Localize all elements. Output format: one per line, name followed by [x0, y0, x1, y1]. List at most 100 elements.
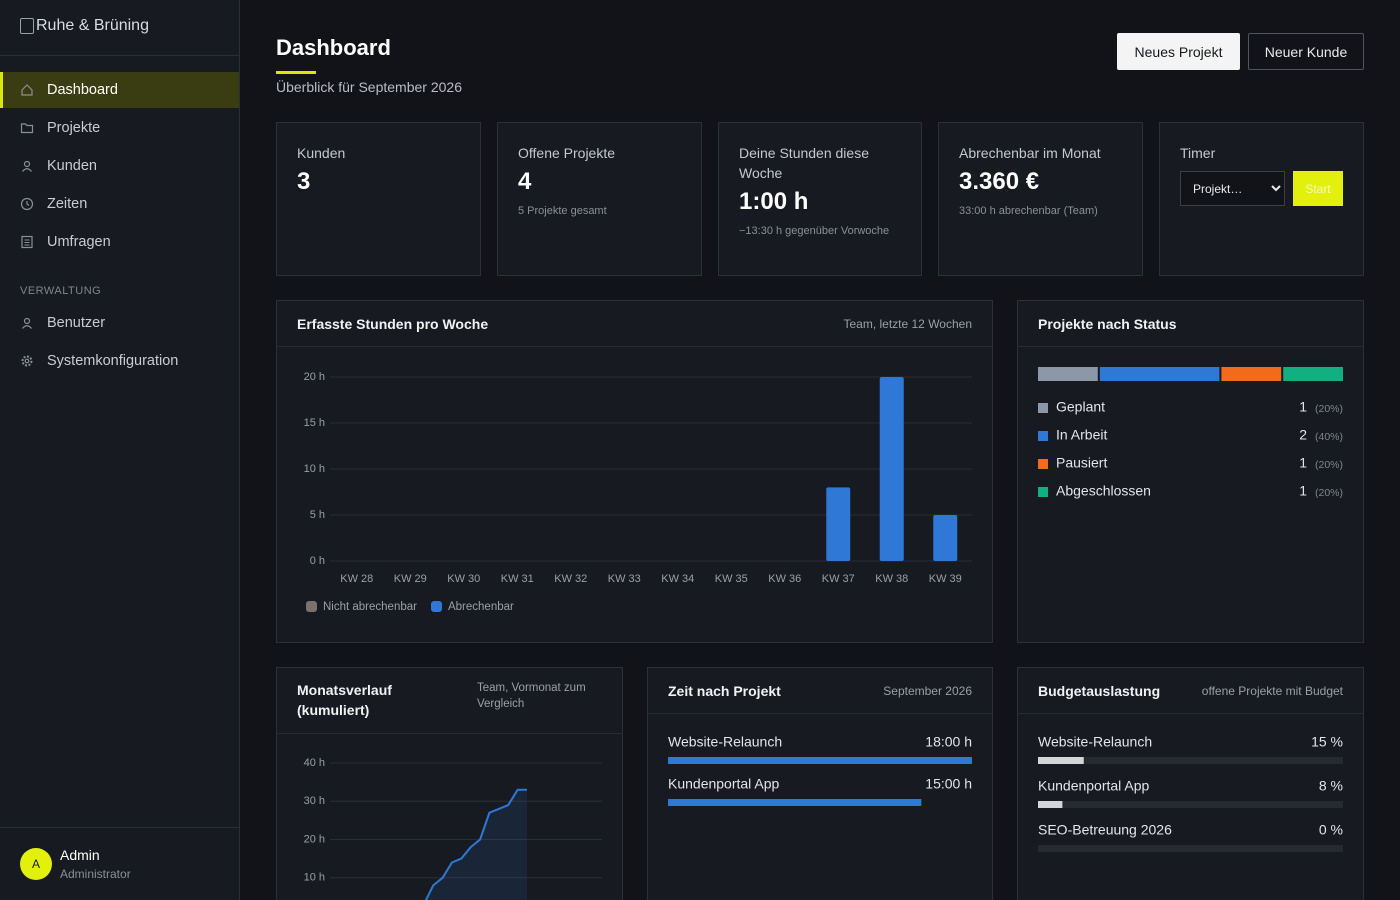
x-tick-label: KW 38 — [875, 573, 908, 585]
progress-track — [1038, 757, 1343, 764]
project-hours: 18:00 h — [925, 734, 972, 750]
panel-title: Monatsverlauf (kumuliert) — [297, 682, 392, 718]
nav-item[interactable]: Kunden — [0, 148, 239, 184]
legend-swatch — [1038, 403, 1048, 413]
status-label: Abgeschlossen — [1056, 483, 1151, 499]
panel: Projekte nach Status — [1017, 300, 1364, 643]
status-count: 1 — [1299, 399, 1307, 415]
nav-label: Kunden — [47, 158, 97, 174]
avatar[interactable]: A — [20, 848, 52, 880]
y-tick-label: 20 h — [304, 371, 325, 383]
status-count: 1 — [1299, 483, 1307, 499]
icon — [20, 197, 34, 211]
status-segment — [1038, 367, 1098, 381]
stat-label: Kunden — [297, 145, 346, 161]
budget-percent: 8 % — [1319, 778, 1343, 794]
panel: Erfasste Stunden pro Woche Team, letzte … — [276, 300, 993, 643]
y-tick-label: 0 h — [310, 555, 325, 567]
legend-swatch — [1038, 459, 1048, 469]
stat-note: 5 Projekte gesamt — [518, 205, 607, 217]
panel-header: Budgetauslastung offene Projekte mit Bud… — [1018, 668, 1363, 714]
status-share: (40%) — [1315, 431, 1343, 443]
stat-value: 4 — [518, 168, 532, 195]
nav-item[interactable]: Benutzer — [0, 305, 239, 341]
y-tick-label: 20 h — [304, 833, 325, 845]
button[interactable]: Neuer Kunde — [1248, 33, 1364, 70]
area — [426, 789, 527, 900]
stat-card: Deine Stunden diese Woche 1:00 h −13:30 … — [718, 122, 922, 276]
x-tick-label: KW 30 — [447, 573, 480, 585]
project-hours: 15:00 h — [925, 776, 972, 792]
status-segment — [1221, 367, 1282, 381]
stat-note: 33:00 h abrechenbar (Team) — [959, 205, 1098, 217]
divider — [0, 55, 239, 56]
legend-label: Abrechenbar — [448, 601, 514, 613]
user-name: Admin — [60, 847, 100, 863]
bar-segment — [879, 377, 904, 561]
nav-item[interactable]: Systemkonfiguration — [0, 343, 239, 379]
stat-value: 3 — [297, 168, 311, 195]
status-segment — [1283, 367, 1343, 381]
nav-item[interactable]: Zeiten — [0, 186, 239, 222]
x-tick-label: KW 37 — [822, 573, 855, 585]
stat-card: Kunden 3 — [276, 122, 481, 276]
x-tick-label: KW 39 — [929, 573, 962, 585]
panel: Zeit nach Projekt September 2026 — [647, 667, 993, 900]
budget-name: Website-Relaunch — [1038, 734, 1152, 750]
bar-segment — [826, 487, 851, 561]
stat-card: Abrechenbar im Monat 3.360 € 33:00 h abr… — [938, 122, 1143, 276]
x-tick-label: KW 31 — [501, 573, 534, 585]
icon — [21, 235, 33, 249]
icon — [21, 84, 33, 96]
legend-label: Nicht abrechenbar — [323, 601, 417, 613]
stat-label: Abrechenbar im Monat — [959, 145, 1101, 161]
sidebar: Ruhe & Brüning Dashboard Projekte Kunden… — [0, 0, 240, 900]
panel-subtitle: offene Projekte mit Budget — [1201, 683, 1343, 698]
legend-swatch — [1038, 431, 1048, 441]
x-tick-label: KW 34 — [661, 573, 694, 585]
panel-subtitle: Team, letzte 12 Wochen — [843, 316, 972, 331]
y-tick-label: 5 h — [310, 509, 325, 521]
nav-item[interactable]: Projekte — [0, 110, 239, 146]
panel: Budgetauslastung offene Projekte mit Bud… — [1017, 667, 1364, 900]
panel-header: Zeit nach Projekt September 2026 — [648, 668, 992, 714]
button[interactable]: Neues Projekt — [1117, 33, 1240, 70]
panel-header: Projekte nach Status — [1018, 301, 1363, 347]
panel-header: Monatsverlauf (kumuliert) Team, Vormonat… — [277, 668, 622, 734]
nav-label: Projekte — [47, 120, 101, 136]
brand-text: Ruhe & Brüning — [36, 17, 149, 34]
divider — [0, 827, 239, 828]
x-tick-label: KW 32 — [554, 573, 587, 585]
nav-item[interactable]: Umfragen — [0, 224, 239, 260]
status-label: In Arbeit — [1056, 427, 1107, 443]
budget-percent: 15 % — [1311, 734, 1343, 750]
project-select[interactable]: Projekt… — [1180, 171, 1285, 206]
legend-swatch — [430, 601, 442, 612]
panel-title: Zeit nach Projekt — [668, 682, 781, 699]
start-button[interactable]: Start — [1293, 171, 1343, 206]
budget-percent: 0 % — [1319, 822, 1343, 838]
timer-label: Timer — [1180, 145, 1216, 161]
nav-section: VERWALTUNG — [20, 285, 102, 297]
stat-value: 1:00 h — [739, 188, 809, 215]
line — [424, 788, 527, 900]
stat-card: Offene Projekte 4 5 Projekte gesamt — [497, 122, 702, 276]
page-subtitle: Überblick für September 2026 — [276, 79, 462, 95]
legend-swatch — [306, 601, 317, 612]
y-tick-label: 10 h — [304, 872, 325, 884]
status-label: Geplant — [1056, 399, 1105, 415]
page-title: Dashboard — [276, 35, 391, 60]
x-tick-label: KW 28 — [340, 573, 373, 585]
nav-item[interactable]: Dashboard — [0, 72, 239, 108]
stat-label: Deine Stunden diese Woche — [739, 145, 869, 181]
progress-bar — [668, 799, 922, 806]
icon — [22, 160, 32, 172]
panel-title: Budgetauslastung — [1038, 682, 1161, 699]
progress-track — [1038, 801, 1343, 808]
nav-label: Dashboard — [47, 82, 118, 98]
panel-header: Erfasste Stunden pro Woche Team, letzte … — [277, 301, 992, 347]
status-share: (20%) — [1315, 459, 1343, 471]
status-count: 1 — [1299, 455, 1307, 471]
legend-swatch — [1038, 487, 1048, 497]
